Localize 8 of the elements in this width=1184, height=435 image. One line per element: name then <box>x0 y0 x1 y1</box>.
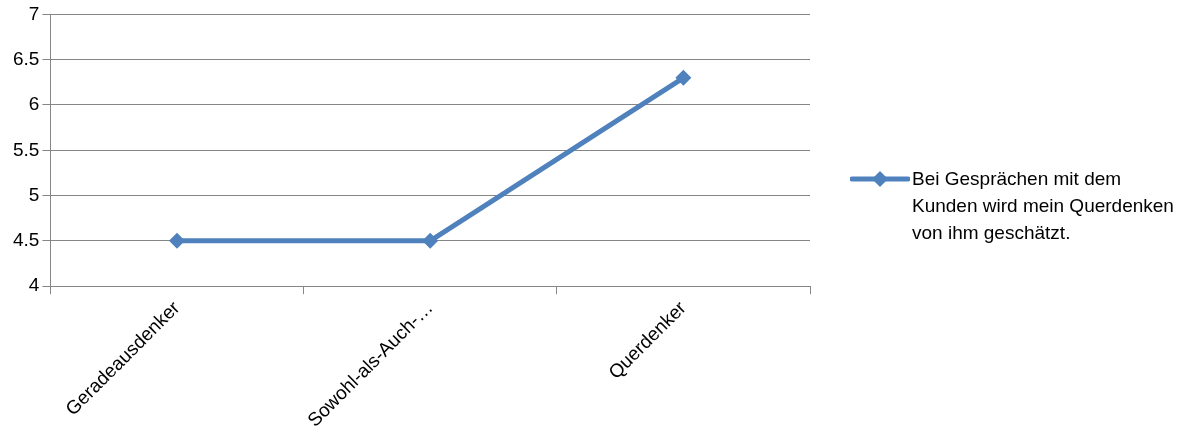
y-tick-label: 6.5 <box>12 47 40 69</box>
y-tick-label: 5.5 <box>12 138 40 160</box>
legend-label: Bei Gesprächen mit dem Kunden wird mein Querdenken von ihm geschätzt. <box>912 167 1175 245</box>
y-tick-label: 6 <box>28 93 40 115</box>
y-tick-label: 5 <box>28 183 40 205</box>
y-tick-label: 7 <box>28 2 40 24</box>
y-tick-label: 4.5 <box>12 229 40 251</box>
y-tick-label: 4 <box>28 274 40 296</box>
